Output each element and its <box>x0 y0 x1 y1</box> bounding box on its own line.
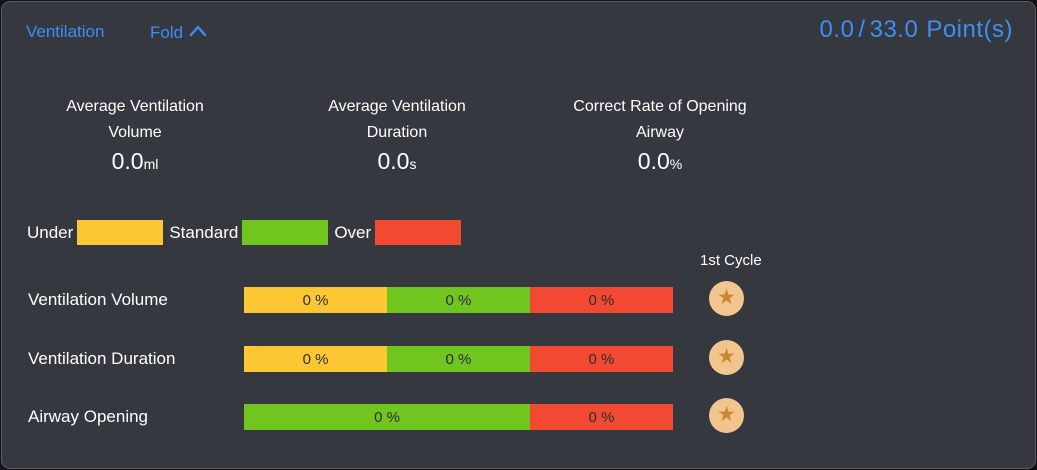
score-total: 33.0 <box>869 16 919 43</box>
legend-swatch-standard <box>242 220 329 245</box>
score-unit: Point(s) <box>926 16 1013 43</box>
score-current: 0.0 <box>819 16 855 43</box>
cycle-column-header: 1st Cycle <box>700 252 762 269</box>
stat-value: 0.0% <box>637 148 683 174</box>
stat-label: Average Ventilation Duration <box>328 98 466 141</box>
star-icon: ★ <box>717 403 736 426</box>
metric-row-ventilation-volume: Ventilation Volume 0 % 0 % 0 % <box>2 287 1035 313</box>
stat-unit: % <box>669 156 683 172</box>
stat-average-ventilation-duration: Average Ventilation Duration 0.0s <box>272 94 522 175</box>
zone-legend: Under Standard Over <box>27 219 467 246</box>
zone-bar: 0 % 0 % <box>244 404 673 430</box>
stat-value: 0.0ml <box>111 148 159 174</box>
bar-segment-under: 0 % <box>244 287 387 313</box>
legend-label-standard: Standard <box>169 222 239 242</box>
stat-label: Average Ventilation Volume <box>66 98 204 141</box>
metric-row-ventilation-duration: Ventilation Duration 0 % 0 % 0 % <box>2 346 1035 372</box>
cycle-star-badge: ★ <box>709 398 744 433</box>
zone-bar: 0 % 0 % 0 % <box>244 346 673 372</box>
row-label: Ventilation Duration <box>28 349 176 368</box>
row-label: Airway Opening <box>28 407 149 426</box>
fold-button-label: Fold <box>150 22 184 42</box>
bar-segment-standard: 0 % <box>386 287 530 313</box>
stat-label: Correct Rate of Opening Airway <box>573 98 747 141</box>
legend-label-under: Under <box>27 222 74 242</box>
bar-segment-under: 0 % <box>244 346 387 372</box>
bar-segment-standard: 0 % <box>244 404 530 430</box>
metric-row-airway-opening: Airway Opening 0 % 0 % <box>2 404 1035 430</box>
fold-button[interactable]: Fold <box>150 22 207 43</box>
stat-unit: s <box>409 156 417 172</box>
bar-segment-over: 0 % <box>529 346 673 372</box>
star-icon: ★ <box>717 286 736 309</box>
stat-average-ventilation-volume: Average Ventilation Volume 0.0ml <box>10 94 260 175</box>
stat-unit: ml <box>143 156 159 172</box>
bar-segment-over: 0 % <box>529 404 673 430</box>
stat-value: 0.0s <box>377 148 417 174</box>
score-separator: / <box>858 16 866 43</box>
score-display: 0.0/33.0 Point(s) <box>820 16 1013 44</box>
cycle-star-badge: ★ <box>709 281 744 316</box>
zone-bar: 0 % 0 % 0 % <box>244 287 673 313</box>
legend-swatch-under <box>77 220 164 245</box>
cycle-star-badge: ★ <box>709 340 744 375</box>
row-label: Ventilation Volume <box>28 290 168 309</box>
bar-segment-standard: 0 % <box>386 346 530 372</box>
panel-title[interactable]: Ventilation <box>26 22 105 41</box>
bar-segment-over: 0 % <box>529 287 673 313</box>
legend-swatch-over <box>375 220 462 245</box>
chevron-up-icon <box>183 22 207 43</box>
stat-correct-rate-airway: Correct Rate of Opening Airway 0.0% <box>535 94 785 175</box>
legend-label-over: Over <box>334 222 372 242</box>
star-icon: ★ <box>717 345 736 368</box>
